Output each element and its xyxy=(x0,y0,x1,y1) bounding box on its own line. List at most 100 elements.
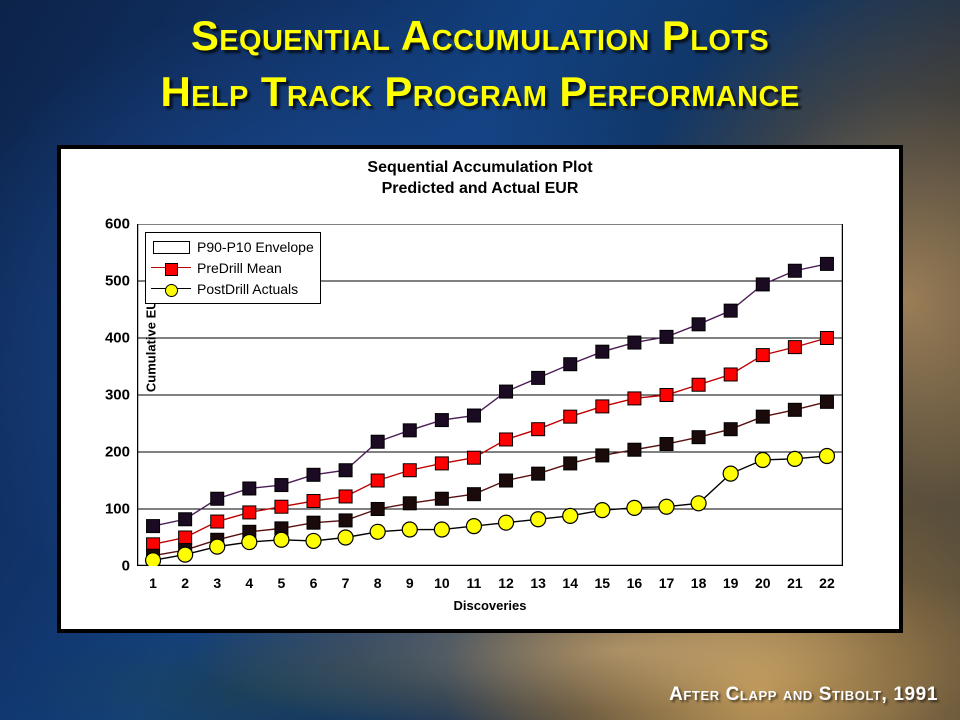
x-tick-label: 11 xyxy=(466,575,482,591)
data-point-marker xyxy=(370,502,385,516)
data-point-marker xyxy=(722,465,739,482)
data-point-marker xyxy=(818,447,836,465)
data-point-marker xyxy=(338,489,353,504)
data-point-marker xyxy=(563,409,578,424)
chart-legend: P90-P10 Envelope PreDrill Mean PostDrill… xyxy=(145,232,321,304)
data-point-marker xyxy=(306,515,321,530)
series-layer xyxy=(144,256,836,566)
data-point-marker xyxy=(402,463,417,478)
x-tick-label: 9 xyxy=(405,575,414,591)
data-point-marker xyxy=(497,514,515,531)
data-point-marker xyxy=(787,402,802,417)
plot-svg xyxy=(137,224,843,566)
x-tick-label: 2 xyxy=(181,575,190,591)
data-point-marker xyxy=(178,530,193,545)
x-tick-label: 10 xyxy=(434,575,450,591)
series-line xyxy=(152,337,828,546)
data-point-marker xyxy=(659,329,674,344)
attribution-footer: After Clapp and Stibolt, 1991 xyxy=(669,684,938,705)
data-point-marker xyxy=(306,467,321,482)
data-point-marker xyxy=(530,511,547,528)
legend-item-postdrill: PostDrill Actuals xyxy=(151,278,314,299)
data-point-marker xyxy=(595,344,610,359)
data-point-marker xyxy=(465,518,483,535)
x-tick-label: 16 xyxy=(626,575,643,591)
data-point-marker xyxy=(594,502,611,519)
data-point-marker xyxy=(434,491,449,506)
data-point-marker xyxy=(819,394,834,409)
data-point-marker xyxy=(627,391,642,406)
x-tick-label: 1 xyxy=(149,575,157,591)
data-point-marker xyxy=(433,521,450,538)
data-point-marker xyxy=(402,496,417,511)
data-point-marker xyxy=(723,422,738,437)
x-tick-label: 15 xyxy=(594,575,611,591)
chart-title-line-2: Predicted and Actual EUR xyxy=(381,180,579,197)
data-point-marker xyxy=(466,487,481,502)
legend-postdrill-marker-icon xyxy=(151,281,191,297)
data-point-marker xyxy=(787,340,802,355)
data-point-marker xyxy=(210,491,225,506)
x-tick-label: 13 xyxy=(530,575,546,591)
data-point-marker xyxy=(531,466,546,481)
data-point-marker xyxy=(338,513,353,528)
data-point-marker xyxy=(434,413,449,428)
data-point-marker xyxy=(595,448,610,463)
x-tick-label: 12 xyxy=(498,575,514,591)
legend-label-envelope: P90-P10 Envelope xyxy=(197,238,314,255)
slide-title-line-1: Sequential Accumulation Plots xyxy=(190,12,770,59)
data-point-marker xyxy=(659,437,674,452)
data-point-marker xyxy=(499,473,514,488)
data-point-marker xyxy=(755,348,770,363)
x-axis-label: Discoveries xyxy=(453,598,527,613)
y-tick-label: 300 xyxy=(104,386,130,404)
x-tick-label: 18 xyxy=(690,575,707,591)
data-point-marker xyxy=(369,523,386,540)
data-point-marker xyxy=(691,430,706,445)
data-point-marker xyxy=(691,377,706,392)
data-point-marker xyxy=(627,442,642,457)
legend-predrill-marker-icon xyxy=(151,260,191,276)
data-point-marker xyxy=(209,538,226,555)
x-tick-label: 3 xyxy=(213,575,222,591)
chart-panel: Sequential Accumulation Plot Predicted a… xyxy=(57,145,903,633)
slide-title-line-2: Help Track Program Performance xyxy=(160,68,800,115)
data-point-marker xyxy=(627,335,642,350)
x-tick-label: 22 xyxy=(819,575,835,591)
x-tick-label: 21 xyxy=(787,575,803,591)
data-point-marker xyxy=(755,409,770,424)
x-tick-label: 8 xyxy=(373,575,382,591)
y-tick-label: 0 xyxy=(121,557,130,575)
data-point-marker xyxy=(305,532,322,550)
x-tick-label: 4 xyxy=(245,575,254,591)
data-point-marker xyxy=(562,507,579,524)
slide-title: Sequential Accumulation Plots Help Track… xyxy=(0,8,960,120)
data-point-marker xyxy=(819,256,834,271)
y-tick-label: 400 xyxy=(104,329,130,347)
legend-envelope-swatch-icon xyxy=(151,239,191,255)
x-tick-label: 14 xyxy=(562,575,579,591)
data-point-marker xyxy=(819,331,834,345)
data-point-marker xyxy=(755,277,770,292)
y-tick-label: 600 xyxy=(104,215,130,233)
data-point-marker xyxy=(241,533,258,551)
data-point-marker xyxy=(306,494,321,509)
data-point-marker xyxy=(531,422,546,437)
data-point-marker xyxy=(402,423,417,438)
x-tick-label: 19 xyxy=(722,575,739,591)
data-point-marker xyxy=(595,399,610,414)
data-point-marker xyxy=(434,456,449,471)
data-point-marker xyxy=(242,505,257,520)
data-point-marker xyxy=(531,370,546,385)
data-point-marker xyxy=(466,408,481,423)
x-tick-label: 17 xyxy=(658,575,675,591)
x-tick-label: 7 xyxy=(341,575,350,591)
data-point-marker xyxy=(659,388,674,402)
data-point-marker xyxy=(401,521,418,538)
data-point-marker xyxy=(691,317,706,332)
x-tick-label: 5 xyxy=(277,575,286,591)
data-point-marker xyxy=(499,384,514,399)
data-point-marker xyxy=(466,450,481,465)
